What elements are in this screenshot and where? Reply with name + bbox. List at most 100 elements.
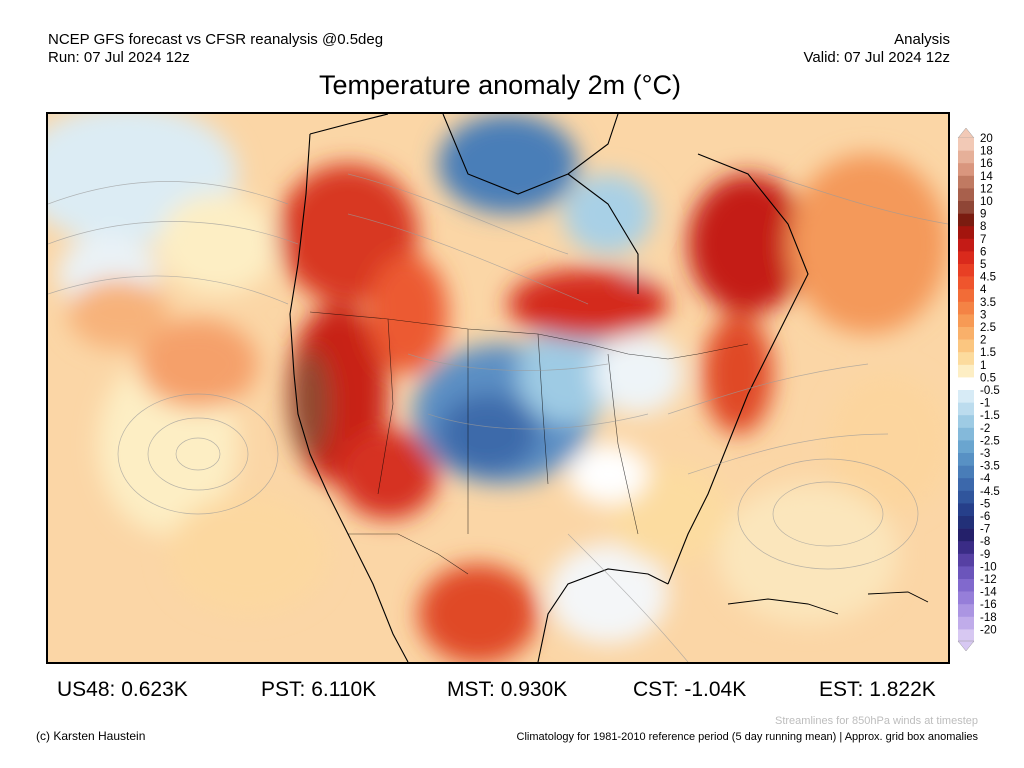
colorbar-label: 9 (980, 209, 986, 221)
colorbar-swatch (958, 566, 974, 580)
colorbar-label: 5 (980, 259, 986, 271)
colorbar-swatch (958, 541, 974, 555)
colorbar-swatch (958, 440, 974, 454)
map-canvas (48, 114, 948, 662)
colorbar-swatch (958, 327, 974, 340)
colorbar-swatch (958, 503, 974, 517)
model-description: NCEP GFS forecast vs CFSR reanalysis @0.… (48, 31, 384, 48)
colorbar-label: -20 (980, 624, 997, 636)
climatology-note: Climatology for 1981-2010 reference peri… (516, 731, 978, 743)
streamlines-note: Streamlines for 850hPa winds at timestep (775, 715, 978, 727)
colorbar-swatch (958, 629, 974, 643)
map-title: Temperature anomaly 2m (°C) (319, 70, 681, 100)
colorbar-swatch (958, 579, 974, 592)
colorbar-swatch (958, 150, 974, 164)
colorbar-label: -1 (980, 398, 990, 410)
colorbar-label: 14 (980, 171, 993, 183)
colorbar-label: 16 (980, 158, 993, 170)
colorbar-swatch (958, 188, 974, 202)
colorbar-swatch (958, 213, 974, 227)
colorbar-swatch (958, 465, 974, 479)
colorbar-swatch (958, 490, 974, 504)
colorbar-swatch (958, 604, 974, 618)
colorbar-swatch (958, 238, 974, 252)
caribbean-islands (727, 591, 929, 615)
colorbar-swatch (958, 427, 974, 441)
colorbar-label: 1 (980, 360, 986, 372)
colorbar-swatch (958, 352, 974, 366)
colorbar-swatch (958, 175, 974, 189)
colorbar-label: 7 (980, 234, 986, 246)
colorbar-label: -18 (980, 612, 997, 624)
colorbar-swatch (958, 364, 974, 378)
colorbar-label: 8 (980, 221, 986, 233)
colorbar-swatch (958, 402, 974, 416)
colorbar-label: 12 (980, 183, 993, 195)
colorbar-label: -2.5 (980, 435, 1000, 447)
colorbar-label: -0.5 (980, 385, 1000, 397)
colorbar-label: 4.5 (980, 272, 996, 284)
colorbar-swatch (958, 289, 974, 303)
run-time: Run: 07 Jul 2024 12z (48, 49, 190, 66)
valid-info: Analysis Valid: 07 Jul 2024 12z (804, 31, 951, 67)
stat-value: 6.110K (311, 678, 377, 701)
anomaly-field (48, 114, 948, 662)
stat-value: -1.04K (684, 678, 747, 701)
borders (309, 311, 749, 575)
colorbar-label: 20 (980, 133, 993, 145)
colorbar-label: -9 (980, 549, 990, 561)
valid-time: Valid: 07 Jul 2024 12z (803, 49, 951, 66)
colorbar-swatch (958, 251, 974, 265)
colorbar-swatch (958, 528, 974, 542)
stat-pst: PST: 6.110K (261, 678, 376, 702)
colorbar-swatch (958, 453, 974, 466)
colorbar-swatch (958, 138, 974, 151)
colorbar-label: -14 (980, 587, 997, 599)
colorbar-swatch (958, 276, 974, 290)
colorbar-label: 2 (980, 335, 986, 347)
colorbar-label: 18 (980, 146, 993, 158)
colorbar-swatch (958, 301, 974, 315)
colorbar-label: -6 (980, 511, 990, 523)
colorbar-swatch (958, 390, 974, 403)
colorbar-label: -7 (980, 524, 990, 536)
colorbar-label: 2.5 (980, 322, 996, 334)
colorbar-label: 3 (980, 309, 986, 321)
colorbar-swatch (958, 478, 974, 492)
colorbar-swatch (958, 415, 974, 429)
colorbar-label: -4.5 (980, 486, 1000, 498)
colorbar-swatch (958, 616, 974, 630)
coastlines (289, 114, 809, 662)
stat-est: EST: 1.822K (819, 678, 936, 702)
colorbar-top-arrow (957, 127, 975, 139)
stat-label: EST: (819, 678, 864, 701)
streamlines (48, 173, 948, 662)
stat-mst: MST: 0.930K (447, 678, 567, 702)
anomaly-map (46, 112, 950, 664)
colorbar-label: -10 (980, 561, 997, 573)
colorbar-label: 0.5 (980, 372, 996, 384)
stat-value: 0.930K (500, 678, 568, 701)
colorbar-swatch (958, 201, 974, 214)
colorbar-label: -1.5 (980, 410, 1000, 422)
stat-us48: US48: 0.623K (57, 678, 188, 702)
colorbar-label: 4 (980, 284, 987, 296)
colorbar-label: 1.5 (980, 347, 996, 359)
colorbar-label: -8 (980, 536, 990, 548)
stat-label: US48: (57, 678, 116, 701)
colorbar-label: 10 (980, 196, 993, 208)
colorbar-bottom-arrow (957, 640, 975, 652)
colorbar-swatch (958, 553, 974, 567)
colorbar-label: -16 (980, 599, 997, 611)
colorbar-label: -4 (980, 473, 991, 485)
colorbar-label: -2 (980, 423, 990, 435)
colorbar-swatch (958, 163, 974, 177)
colorbar-swatch (958, 516, 974, 529)
colorbar-label: -12 (980, 574, 997, 586)
analysis-label: Analysis (894, 31, 950, 48)
stat-label: CST: (633, 678, 679, 701)
colorbar-swatch (958, 226, 974, 240)
colorbar-label: -3.5 (980, 461, 1000, 473)
colorbar-swatch (958, 264, 974, 277)
colorbar-swatch (958, 339, 974, 353)
